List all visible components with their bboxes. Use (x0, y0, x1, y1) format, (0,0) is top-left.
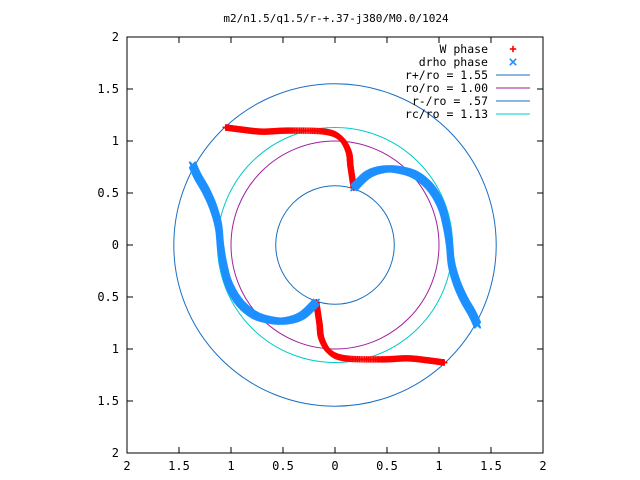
data-point-s3-p286 (312, 298, 321, 306)
ref-circle-5 (230, 140, 440, 350)
legend-label-3: ro/ro = 1.00 (405, 81, 488, 95)
ref-circle-6 (275, 185, 395, 305)
x-tick-label-7: 1.5 (480, 459, 502, 473)
data-point-s2-p286 (473, 321, 482, 329)
y-tick-label-4: 0 (112, 238, 119, 252)
x-tick-label-0: 2 (123, 459, 130, 473)
legend-label-1: drho phase (419, 55, 488, 69)
x-tick-label-8: 2 (539, 459, 546, 473)
data-point-s2-p286-d2 (473, 321, 482, 329)
ref-circle-4 (173, 83, 497, 407)
legend-label-0: W phase (440, 42, 489, 56)
y-tick-label-6: 1 (112, 134, 119, 148)
legend-swatch-1 (509, 58, 517, 66)
y-tick-label-1: 1.5 (97, 394, 119, 408)
x-tick-label-6: 1 (435, 459, 442, 473)
y-tick-label-2: 1 (112, 342, 119, 356)
legend-label-4: r-/ro = .57 (412, 94, 488, 108)
x-tick-label-4: 0 (331, 459, 338, 473)
x-tick-label-2: 1 (227, 459, 234, 473)
legend-swatch-1-d2 (509, 58, 517, 66)
data-point-s3-p286-d2 (312, 298, 321, 306)
ref-circle-7 (216, 126, 454, 364)
x-tick-label-5: 0.5 (376, 459, 398, 473)
data-point-s1-p176 (441, 359, 448, 366)
y-tick-label-0: 2 (112, 446, 119, 460)
x-tick-label-1: 1.5 (168, 459, 190, 473)
y-tick-label-8: 2 (112, 30, 119, 44)
y-tick-label-7: 1.5 (97, 82, 119, 96)
phase-points (188, 124, 482, 366)
chart-title: m2/n1.5/q1.5/r-+.37-j380/M0.0/1024 (223, 12, 449, 25)
legend-label-2: r+/ro = 1.55 (405, 68, 488, 82)
legend-swatch-0 (509, 45, 517, 53)
legend-label-5: rc/ro = 1.13 (405, 107, 488, 121)
y-tick-label-3: 0.5 (97, 290, 119, 304)
x-tick-label-3: 0.5 (272, 459, 294, 473)
y-tick-label-5: 0.5 (97, 186, 119, 200)
